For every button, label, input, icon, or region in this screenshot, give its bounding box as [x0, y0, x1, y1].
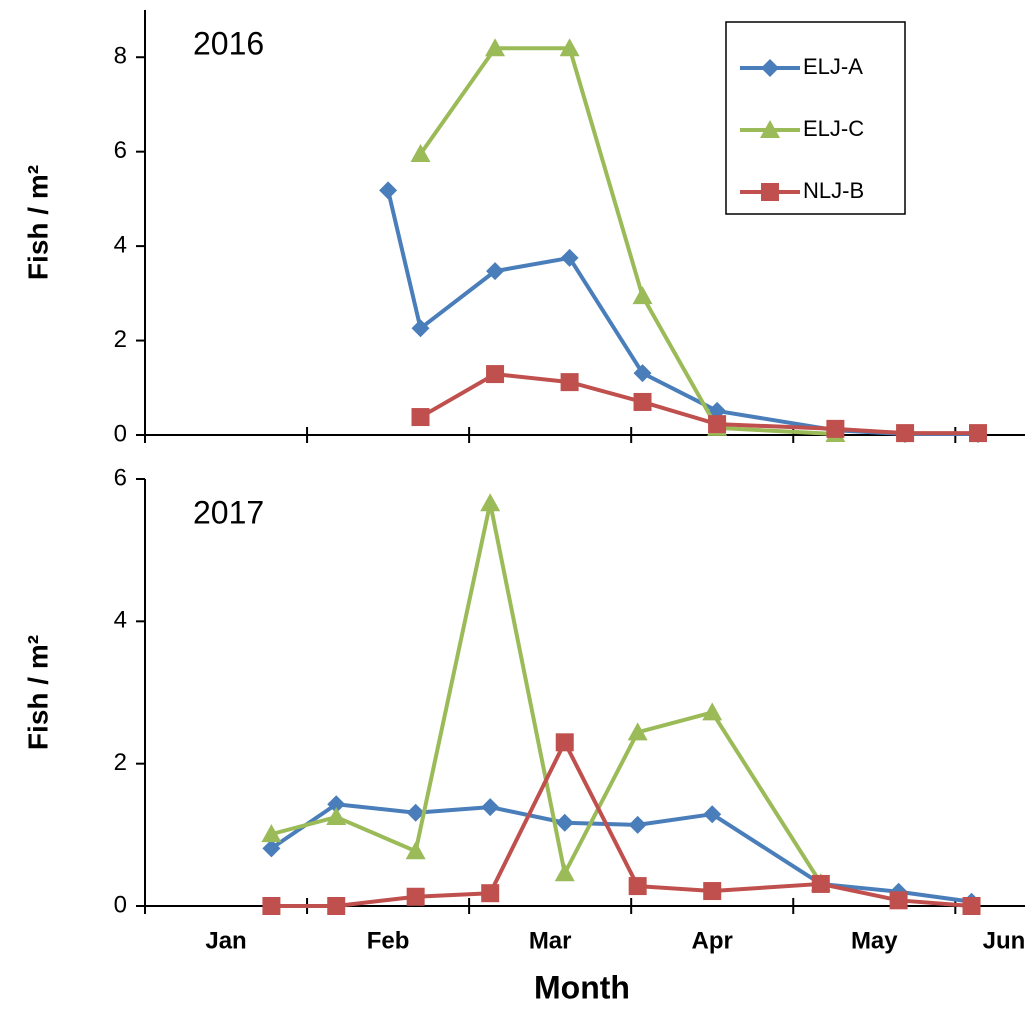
data-point [628, 877, 647, 896]
data-point [633, 364, 652, 383]
y-tick-label: 6 [114, 464, 127, 491]
y-axis-label: Fish / m² [22, 165, 53, 280]
data-point [486, 365, 505, 384]
x-tick-label: Jan [205, 927, 246, 954]
x-tick-label: Mar [529, 927, 572, 954]
legend-marker [761, 59, 779, 77]
series-line [418, 46, 836, 437]
data-point [555, 813, 574, 832]
data-point [560, 248, 579, 267]
legend-label: ELJ-A [803, 54, 863, 79]
data-point [703, 805, 722, 824]
data-point [379, 181, 398, 200]
data-point [406, 887, 425, 906]
y-tick-label: 2 [114, 749, 127, 776]
series-line [419, 372, 979, 436]
data-point [560, 373, 579, 392]
y-tick-label: 6 [114, 137, 127, 164]
data-point [628, 815, 647, 834]
series-line [270, 501, 823, 885]
y-axis-label: Fish / m² [22, 635, 53, 750]
data-point [481, 798, 500, 817]
data-point [555, 733, 574, 752]
data-point [410, 144, 431, 163]
data-point [411, 408, 430, 427]
data-point [406, 803, 425, 822]
y-tick-label: 0 [114, 891, 127, 918]
data-point [481, 884, 500, 903]
data-point [708, 415, 727, 434]
legend-marker [760, 120, 780, 138]
x-axis-label: Month [534, 969, 630, 1005]
data-point [703, 882, 722, 901]
data-point [554, 863, 575, 882]
data-point [559, 38, 580, 57]
data-point [480, 493, 501, 512]
data-point [327, 795, 346, 814]
data-point [627, 722, 648, 741]
data-point [896, 424, 915, 443]
data-point [702, 702, 723, 721]
series-line [271, 740, 972, 908]
series-line [386, 189, 979, 437]
x-tick-label: Jun [983, 927, 1026, 954]
data-point [633, 392, 652, 411]
y-tick-label: 0 [114, 420, 127, 447]
legend-box [725, 21, 906, 215]
data-point [261, 824, 282, 843]
data-point [326, 807, 347, 826]
data-point [889, 891, 908, 910]
data-point [327, 897, 346, 915]
x-tick-label: Apr [692, 927, 733, 954]
data-point [405, 841, 426, 860]
legend-label: NLJ-B [803, 178, 864, 203]
data-point [262, 897, 281, 915]
x-tick-label: Feb [367, 927, 410, 954]
year-annotation: 2016 [193, 25, 264, 61]
y-tick-label: 4 [114, 231, 127, 258]
data-point [962, 897, 981, 915]
legend-marker [761, 183, 779, 201]
x-tick-label: May [851, 927, 898, 954]
data-point [411, 319, 430, 338]
data-point [262, 839, 281, 858]
data-point [632, 286, 653, 305]
series-line [270, 802, 972, 904]
data-point [486, 262, 505, 281]
year-annotation: 2017 [193, 494, 264, 530]
data-point [811, 874, 830, 893]
y-tick-label: 2 [114, 326, 127, 353]
y-tick-label: 4 [114, 607, 127, 634]
data-point [485, 38, 506, 57]
y-tick-label: 8 [114, 43, 127, 70]
legend-label: ELJ-C [803, 116, 864, 141]
data-point [826, 419, 845, 438]
data-point [969, 424, 988, 443]
